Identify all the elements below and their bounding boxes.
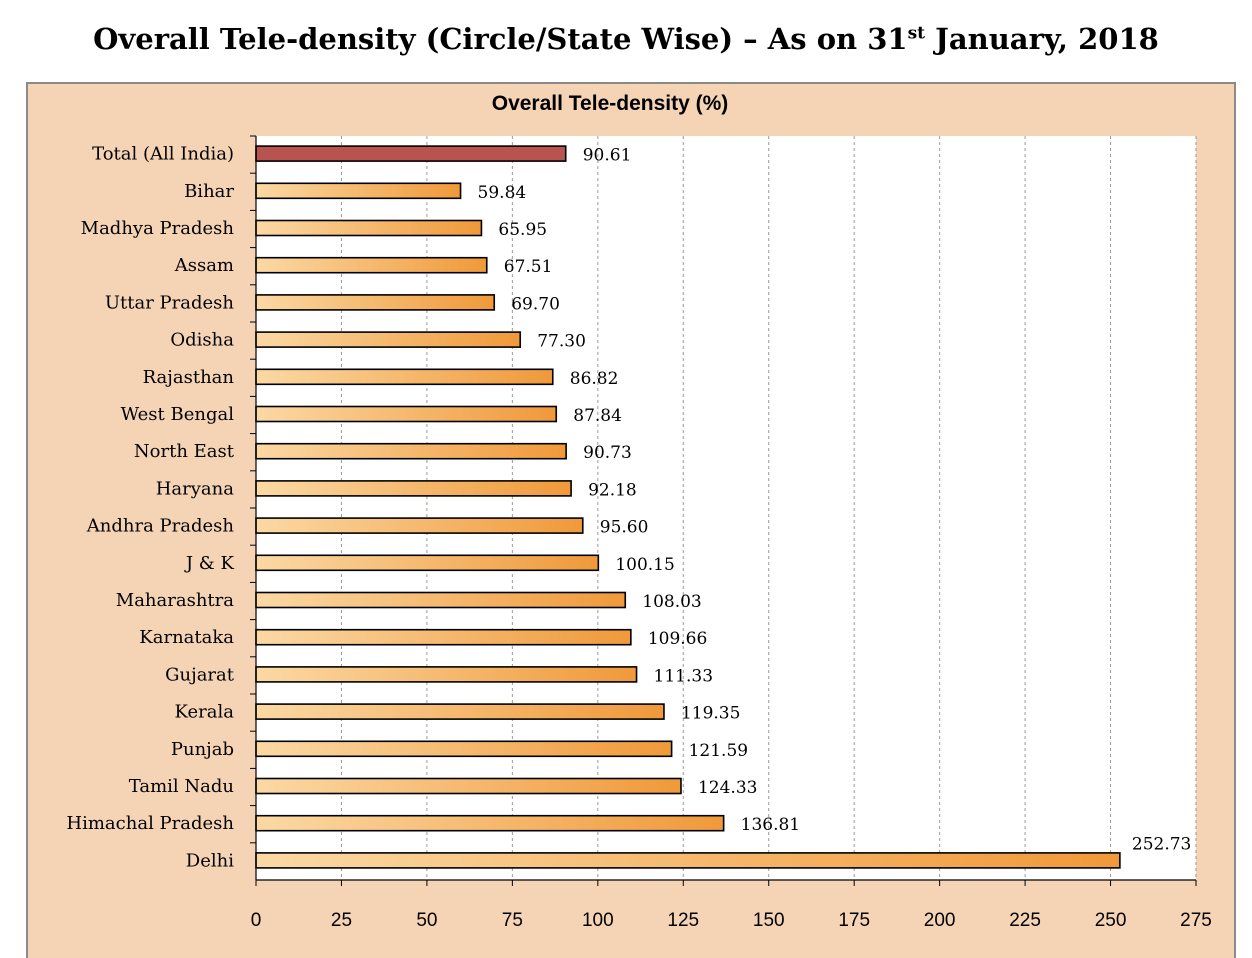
bar-tamil-nadu <box>255 777 682 795</box>
value-label-west-bengal: 87.84 <box>573 406 622 426</box>
x-tick-label-175: 175 <box>838 910 870 931</box>
value-label-north-east: 90.73 <box>583 443 632 463</box>
value-label-bihar: 59.84 <box>478 183 527 203</box>
value-label-madhya-pradesh: 65.95 <box>498 220 547 240</box>
bar-andhra-pradesh <box>255 517 584 534</box>
category-label-assam: Assam <box>174 255 234 276</box>
x-tick-label-125: 125 <box>667 910 699 931</box>
bar-west-bengal <box>255 405 558 423</box>
category-label-karnataka: Karnataka <box>139 627 234 648</box>
labels: 0 25 50 75 100 125 150 175 200 225 250 275 Total (Al… <box>66 144 1211 931</box>
x-tick-label-200: 200 <box>924 910 956 931</box>
category-label-himachal-pradesh: Himachal Pradesh <box>66 813 234 834</box>
bar-punjab <box>255 740 673 758</box>
category-label-haryana: Haryana <box>156 478 235 499</box>
x-tick-label-100: 100 <box>582 910 614 931</box>
value-label-rajasthan: 86.82 <box>570 369 619 389</box>
category-label-j-k: J & K <box>184 553 235 574</box>
value-label-j-k: 100.15 <box>615 555 674 575</box>
value-label-maharashtra: 108.03 <box>642 592 701 612</box>
bar-uttar-pradesh <box>255 294 496 311</box>
category-label-gujarat: Gujarat <box>165 664 235 685</box>
chart-title: Overall Tele-density (%) <box>492 92 729 115</box>
x-tick-label-50: 50 <box>416 910 437 931</box>
axes <box>250 135 1197 886</box>
bar-odisha <box>255 331 522 348</box>
category-label-uttar-pradesh: Uttar Pradesh <box>105 292 235 313</box>
value-label-kerala: 119.35 <box>681 704 740 724</box>
bar-haryana <box>255 480 572 497</box>
category-label-bihar: Bihar <box>184 181 234 202</box>
category-label-odisha: Odisha <box>170 330 234 351</box>
value-label-uttar-pradesh: 69.70 <box>511 294 560 314</box>
value-label-punjab: 121.59 <box>689 741 748 761</box>
value-label-delhi: 252.73 <box>1132 834 1191 854</box>
x-tick-label-25: 25 <box>331 910 352 931</box>
value-label-andhra-pradesh: 95.60 <box>600 518 649 538</box>
bar-karnataka <box>255 628 632 646</box>
value-label-tamil-nadu: 124.33 <box>698 778 757 798</box>
bar-north-east <box>255 442 567 460</box>
bar-total-all-india <box>255 145 567 162</box>
value-label-assam: 67.51 <box>504 257 553 277</box>
x-tick-label-75: 75 <box>502 910 523 931</box>
category-label-madhya-pradesh: Madhya Pradesh <box>81 218 235 239</box>
x-tick-label-150: 150 <box>753 910 785 931</box>
x-tick-label-0: 0 <box>251 910 262 931</box>
value-label-odisha: 77.30 <box>537 332 586 352</box>
bar-bihar <box>255 182 462 200</box>
bar-assam <box>255 256 488 274</box>
plot-area <box>256 136 1196 880</box>
category-label-delhi: Delhi <box>186 850 234 871</box>
bar-madhya-pradesh <box>255 219 483 237</box>
category-label-north-east: North East <box>134 441 235 462</box>
value-label-gujarat: 111.33 <box>654 666 713 686</box>
bar-kerala <box>255 703 665 720</box>
x-tick-label-275: 275 <box>1180 910 1212 931</box>
category-label-rajasthan: Rajasthan <box>143 367 235 388</box>
category-label-kerala: Kerala <box>175 702 235 723</box>
bar-himachal-pradesh <box>255 814 725 832</box>
x-tick-label-250: 250 <box>1095 910 1127 931</box>
category-label-total-all-india: Total (All India) <box>92 144 234 165</box>
value-label-haryana: 92.18 <box>588 480 637 500</box>
category-label-punjab: Punjab <box>171 739 234 760</box>
value-label-karnataka: 109.66 <box>648 629 707 649</box>
bar-delhi <box>255 852 1121 869</box>
bar-j-k <box>255 554 600 572</box>
page-title: Overall Tele-density (Circle/State Wise)… <box>93 22 1159 56</box>
x-tick-label-225: 225 <box>1009 910 1041 931</box>
bar-rajasthan <box>255 368 554 386</box>
category-label-maharashtra: Maharashtra <box>116 590 234 611</box>
category-label-andhra-pradesh: Andhra Pradesh <box>86 516 235 537</box>
value-label-himachal-pradesh: 136.81 <box>741 815 800 835</box>
bar-maharashtra <box>255 591 627 609</box>
category-label-tamil-nadu: Tamil Nadu <box>129 776 234 797</box>
value-label-total-all-india: 90.61 <box>583 146 632 166</box>
category-label-west-bengal: West Bengal <box>121 404 235 425</box>
bars <box>255 145 1121 869</box>
bar-gujarat <box>255 666 638 683</box>
